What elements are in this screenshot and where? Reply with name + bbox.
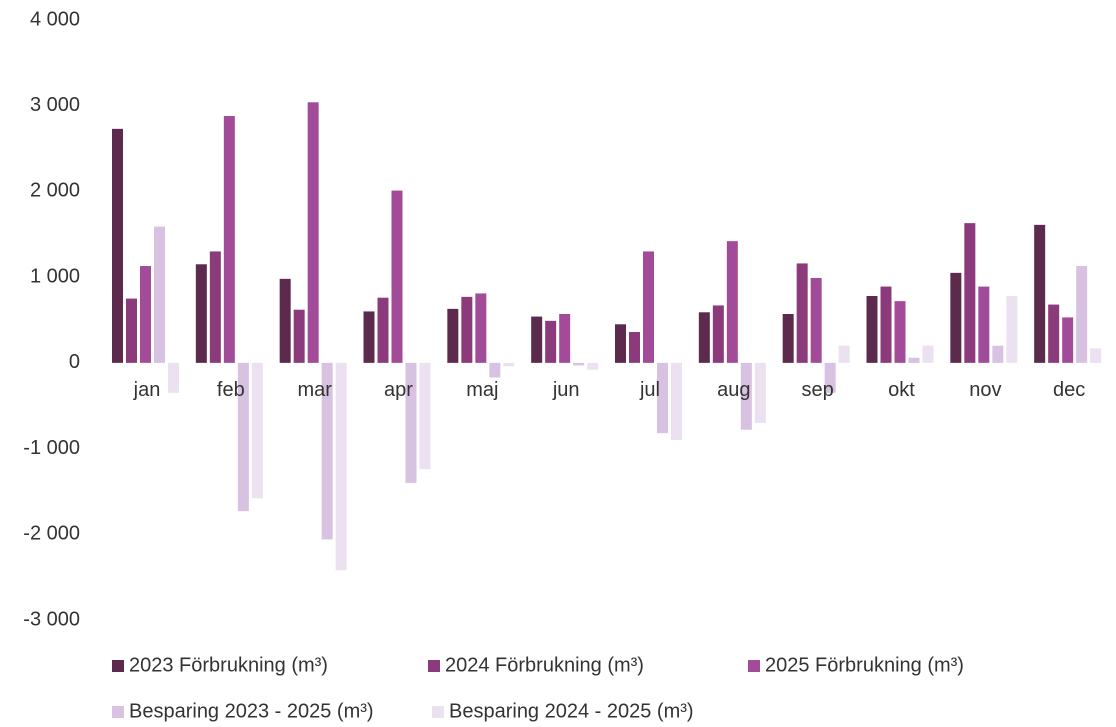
bar: [545, 320, 557, 363]
bar: [559, 314, 571, 363]
bar: [726, 241, 738, 363]
x-tick-label: mar: [297, 379, 332, 401]
bar: [880, 286, 892, 363]
legend-label: Besparing 2023 - 2025 (m³): [129, 700, 374, 722]
bar: [405, 362, 417, 483]
bar: [237, 362, 249, 512]
bar: [335, 362, 347, 571]
bar: [321, 362, 333, 540]
bar: [796, 263, 808, 363]
x-tick-label: jan: [133, 379, 161, 401]
bar: [629, 332, 640, 363]
bar: [195, 264, 207, 363]
y-tick-label: 1 000: [30, 265, 80, 287]
bar: [922, 345, 934, 363]
bar: [112, 128, 123, 363]
bar: [489, 362, 501, 378]
bar: [782, 314, 794, 363]
y-tick-label: 2 000: [30, 180, 80, 202]
bar: [1062, 317, 1074, 363]
x-tick-label: apr: [384, 379, 413, 401]
y-tick-label: -1 000: [23, 437, 80, 459]
bar: [712, 305, 724, 363]
legend-swatch: [428, 660, 440, 672]
legend-label: 2025 Förbrukning (m³): [765, 654, 964, 676]
bar: [140, 266, 151, 363]
bar: [251, 362, 263, 499]
bar: [908, 357, 920, 363]
x-tick-label: dec: [1053, 379, 1085, 401]
bar: [377, 297, 389, 363]
bar: [419, 362, 431, 470]
bar: [740, 362, 752, 430]
bar: [657, 362, 668, 434]
legend-swatch: [112, 660, 124, 672]
y-tick-label: -2 000: [23, 523, 80, 545]
bar: [475, 293, 487, 363]
bar: [209, 251, 221, 363]
bar: [447, 308, 459, 363]
legend-swatch: [112, 706, 124, 718]
x-tick-label: sep: [802, 379, 834, 401]
y-tick-label: 4 000: [30, 8, 80, 30]
bar: [1090, 348, 1102, 363]
bar: [1048, 304, 1060, 363]
y-tick-label: 3 000: [30, 94, 80, 116]
bar: [810, 278, 822, 363]
bar: [307, 102, 319, 363]
x-tick-label: jun: [552, 379, 580, 401]
bar: [671, 362, 682, 440]
bar: [363, 311, 375, 363]
bar: [279, 278, 291, 363]
x-tick-label: okt: [888, 379, 915, 401]
legend-swatch: [748, 660, 760, 672]
x-tick-label: feb: [217, 379, 245, 401]
bar: [1076, 266, 1088, 363]
legend-label: 2024 Förbrukning (m³): [445, 654, 644, 676]
bar: [587, 362, 599, 370]
bar: [950, 272, 962, 363]
y-tick-label: -3 000: [23, 608, 80, 630]
x-tick-label: nov: [969, 379, 1001, 401]
bar: [223, 116, 235, 363]
bar: [894, 301, 906, 363]
x-tick-label: maj: [466, 379, 498, 401]
bar: [866, 296, 878, 363]
bar: [992, 345, 1004, 363]
x-tick-label: aug: [717, 379, 750, 401]
legend-swatch: [432, 706, 444, 718]
bar: [573, 362, 585, 366]
legend-label: 2023 Förbrukning (m³): [129, 654, 328, 676]
bar: [698, 312, 710, 363]
bar: [503, 362, 515, 367]
y-tick-label: 0: [69, 351, 80, 373]
bar: [615, 324, 626, 363]
legend-label: Besparing 2024 - 2025 (m³): [449, 700, 694, 722]
bar: [154, 226, 165, 363]
bar: [293, 309, 305, 363]
bar: [461, 296, 473, 363]
bar: [126, 298, 137, 363]
bar: [978, 286, 990, 363]
bar: [643, 251, 654, 363]
bar: [824, 362, 836, 393]
bar: [1006, 296, 1018, 363]
bar: [168, 362, 179, 393]
bar: [964, 223, 976, 363]
bar: [1034, 224, 1046, 363]
bar: [754, 362, 766, 423]
bar: [391, 190, 403, 363]
x-tick-label: jul: [639, 379, 660, 401]
bar: [531, 316, 543, 363]
bar: [838, 345, 850, 363]
